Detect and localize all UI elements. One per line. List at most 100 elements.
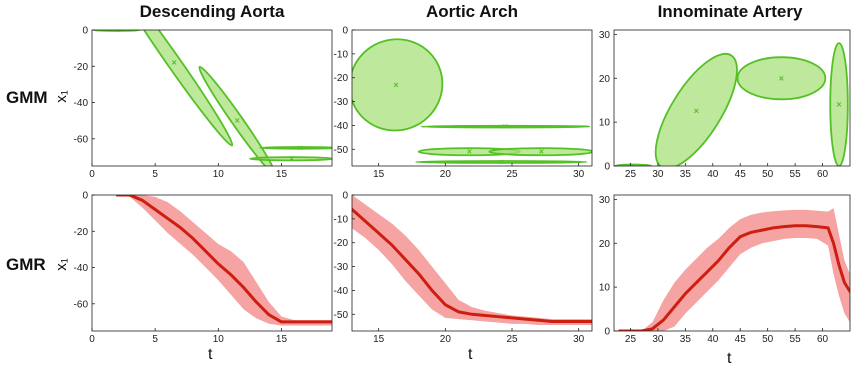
x-axis-label-innominate-artery: t <box>727 350 732 367</box>
y-axis-label-gmm: x₁ <box>52 90 70 103</box>
gaussian-center-1: × <box>115 25 120 35</box>
y-tick-label: 30 <box>599 30 611 41</box>
y-tick-label: -40 <box>74 98 89 109</box>
gaussian-center-1: × <box>631 161 636 171</box>
x-tick-label: 15 <box>373 169 385 180</box>
axes-frame <box>351 194 593 332</box>
x-tick-label: 55 <box>790 169 802 180</box>
x-tick-label: 60 <box>817 334 829 345</box>
confidence-band <box>117 195 332 326</box>
axes-frame <box>613 194 851 332</box>
x-tick-label: 0 <box>89 334 95 345</box>
x-tick-label: 5 <box>152 334 158 345</box>
x-tick-label: 30 <box>573 334 585 345</box>
y-tick-label: -40 <box>74 263 89 274</box>
y-tick-label: -20 <box>74 227 89 238</box>
x-tick-label: 35 <box>680 169 692 180</box>
gmm-aortic-arch-plot: × × × × × 15 20 25 30 0 -10 -20 -30 -40 -50 <box>334 26 593 180</box>
x-tick-label: 35 <box>680 334 692 345</box>
y-tick-label: -40 <box>334 286 349 297</box>
gaussian-center-4: × <box>539 147 544 157</box>
x-tick-label: 10 <box>213 169 225 180</box>
y-tick-label: 10 <box>599 283 611 294</box>
y-tick-label: 0 <box>604 162 610 173</box>
x-tick-label: 30 <box>652 169 664 180</box>
gaussian-ellipse-1 <box>352 38 444 132</box>
y-tick-label: 0 <box>604 327 610 338</box>
axes-frame <box>613 29 851 167</box>
gaussian-center-3: × <box>235 116 240 126</box>
x-axis-label-descending-aorta: t <box>208 346 213 363</box>
x-tick-label: 25 <box>506 334 518 345</box>
gaussian-ellipse-3 <box>198 65 277 166</box>
gaussian-ellipse-2 <box>654 52 738 166</box>
x-tick-label: 15 <box>276 334 288 345</box>
gaussian-center-1: × <box>393 80 398 90</box>
x-tick-label: 40 <box>707 169 719 180</box>
col-title-descending-aorta: Descending Aorta <box>139 2 285 21</box>
regression-line <box>617 224 850 331</box>
x-tick-label: 15 <box>373 334 385 345</box>
x-tick-label: 50 <box>762 169 774 180</box>
gaussian-ellipse-5 <box>249 156 332 162</box>
y-tick-label: -20 <box>334 238 349 249</box>
x-tick-label: 20 <box>440 334 452 345</box>
gaussian-ellipse-2 <box>114 30 234 147</box>
x-tick-label: 25 <box>625 169 637 180</box>
row-label-gmm: GMM <box>6 88 48 107</box>
x-tick-label: 40 <box>707 334 719 345</box>
x-tick-label: 25 <box>625 334 637 345</box>
y-tick-label: -20 <box>74 62 89 73</box>
y-tick-label: 30 <box>599 195 611 206</box>
gaussian-ellipse-2 <box>420 124 591 129</box>
gaussian-ellipse-5 <box>415 160 588 164</box>
confidence-band <box>352 195 592 326</box>
gaussian-ellipse-4 <box>259 146 332 150</box>
axes-frame <box>91 194 333 332</box>
y-axis-label-gmr: x₁ <box>52 258 70 271</box>
y-tick-label: -40 <box>334 121 349 132</box>
y-tick-label: 0 <box>342 191 348 202</box>
y-tick-label: 20 <box>599 239 611 250</box>
x-axis-label-aortic-arch: t <box>468 346 473 363</box>
gaussian-center-2: × <box>171 58 176 68</box>
axes-frame <box>91 29 333 167</box>
gaussian-center-5: × <box>289 154 294 164</box>
x-tick-label: 50 <box>762 334 774 345</box>
x-tick-label: 5 <box>152 169 158 180</box>
y-tick-label: -10 <box>334 49 349 60</box>
gaussian-center-2: × <box>694 106 699 116</box>
y-tick-label: -60 <box>74 299 89 310</box>
y-tick-label: 10 <box>599 118 611 129</box>
y-tick-label: -50 <box>334 145 349 156</box>
x-tick-label: 0 <box>89 169 95 180</box>
gaussian-center-4: × <box>298 143 303 153</box>
y-tick-label: -20 <box>334 73 349 84</box>
y-tick-label: 0 <box>82 191 88 202</box>
regression-line <box>115 195 332 324</box>
y-tick-label: 0 <box>342 26 348 37</box>
x-tick-label: 15 <box>276 169 288 180</box>
x-tick-label: 45 <box>735 169 747 180</box>
row-label-gmr: GMR <box>6 255 46 274</box>
gaussian-center-3: × <box>779 73 784 83</box>
x-tick-label: 25 <box>506 169 518 180</box>
y-tick-label: 0 <box>82 26 88 37</box>
axes-frame <box>351 29 593 167</box>
x-tick-label: 60 <box>817 169 829 180</box>
gaussian-center-3: × <box>467 147 472 157</box>
y-tick-label: -30 <box>334 262 349 273</box>
gmr-aortic-arch-plot: 15 20 25 30 0 -10 -20 -30 -40 -50 <box>334 191 593 345</box>
x-tick-label: 30 <box>652 334 664 345</box>
y-tick-label: -50 <box>334 310 349 321</box>
x-tick-label: 30 <box>573 169 585 180</box>
col-title-innominate-artery: Innominate Artery <box>657 2 803 21</box>
y-tick-label: 20 <box>599 74 611 85</box>
y-tick-label: -10 <box>334 214 349 225</box>
gmr-innominate-artery-plot: 25 30 35 40 45 50 55 60 0 10 20 30 <box>599 194 851 345</box>
x-tick-label: 55 <box>790 334 802 345</box>
gaussian-center-2: × <box>503 122 508 132</box>
x-tick-label: 45 <box>735 334 747 345</box>
x-tick-label: 10 <box>213 334 225 345</box>
